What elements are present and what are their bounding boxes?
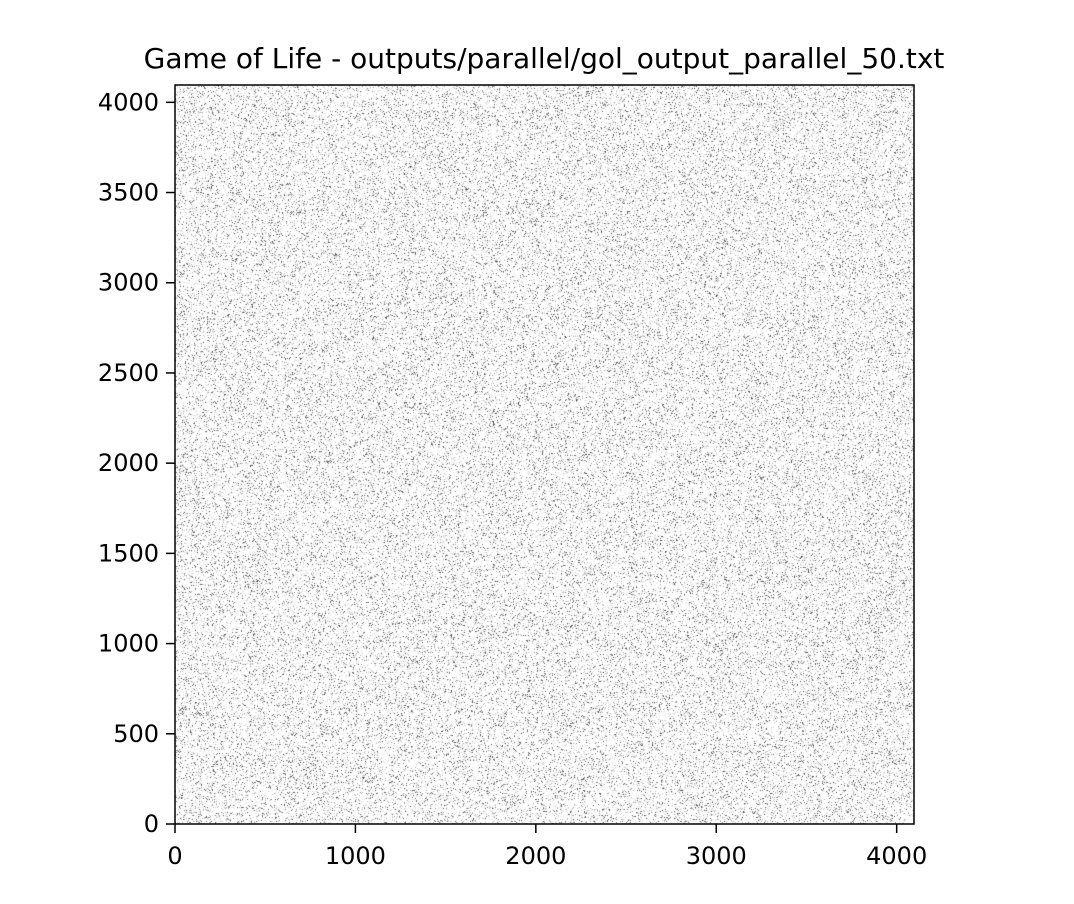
x-tick-label: 0	[167, 842, 182, 870]
chart-title: Game of Life - outputs/parallel/gol_outp…	[144, 42, 945, 75]
y-tick-label: 3500	[98, 179, 159, 207]
y-tick-label: 3000	[98, 269, 159, 297]
x-tick-label: 3000	[686, 842, 747, 870]
y-axis: 0 500 1000 1500 2000 2500 3000 3500 4000	[98, 88, 175, 838]
y-tick-label: 2500	[98, 359, 159, 387]
plot-frame	[174, 84, 915, 825]
x-tick-label: 2000	[505, 842, 566, 870]
x-axis: 0 1000 2000 3000 4000	[167, 824, 927, 870]
x-tick-label: 4000	[866, 842, 927, 870]
y-tick-label: 0	[144, 810, 159, 838]
x-tick-label: 1000	[325, 842, 386, 870]
y-tick-label: 1000	[98, 630, 159, 658]
y-tick-label: 500	[113, 720, 159, 748]
y-tick-label: 1500	[98, 539, 159, 567]
y-tick-label: 2000	[98, 449, 159, 477]
game-of-life-grid	[175, 85, 914, 824]
y-tick-label: 4000	[98, 88, 159, 116]
